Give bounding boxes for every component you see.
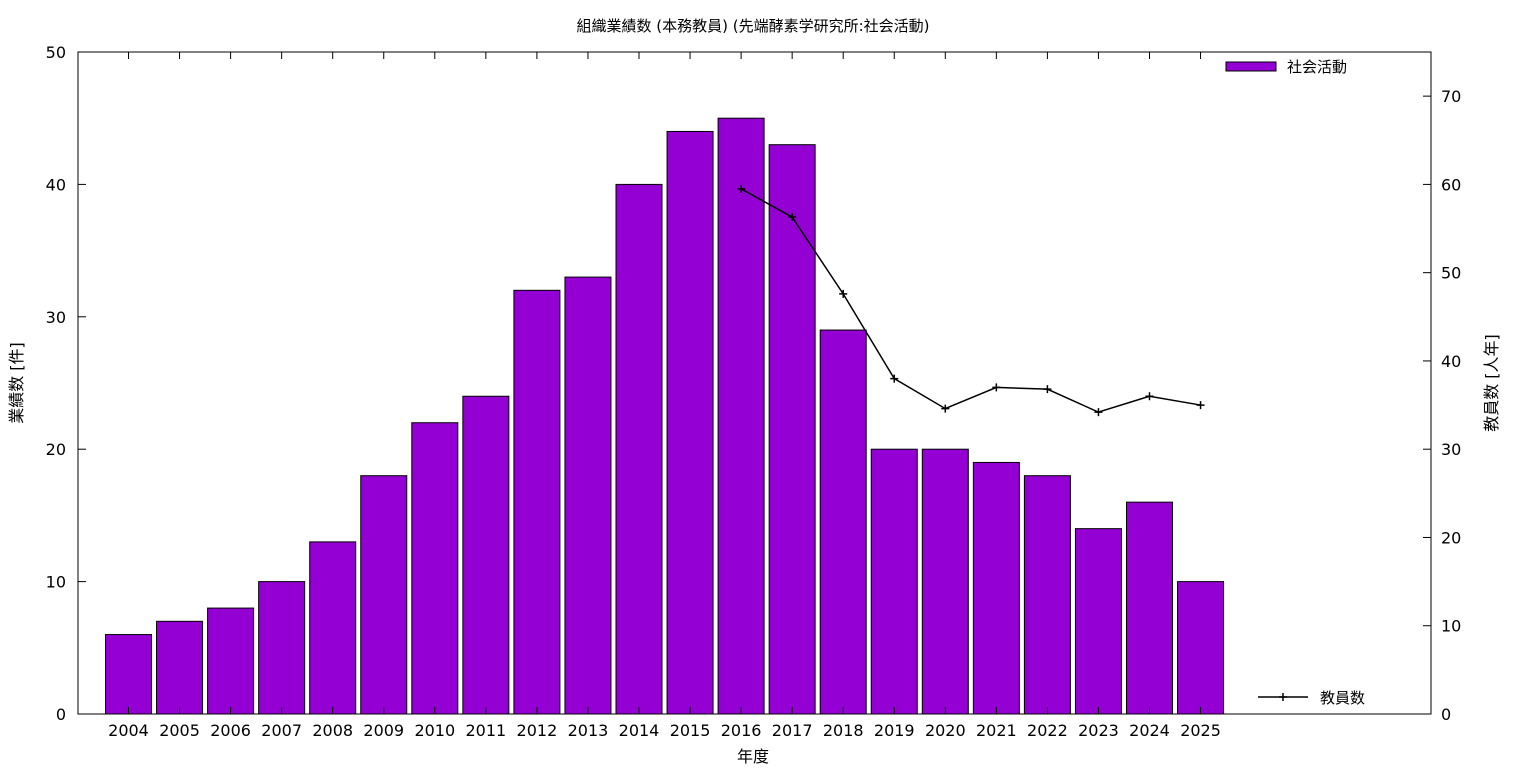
right-tick-label-20: 20 bbox=[1441, 528, 1461, 547]
legend-line-label: 教員数 bbox=[1320, 689, 1365, 707]
x-tick-label-2009: 2009 bbox=[363, 721, 404, 740]
left-tick-label-20: 20 bbox=[46, 440, 66, 459]
bar-2012 bbox=[513, 289, 561, 715]
right-tick-label-30: 30 bbox=[1441, 440, 1461, 459]
x-tick-label-2005: 2005 bbox=[159, 721, 200, 740]
left-tick-label-50: 50 bbox=[46, 43, 66, 62]
left-tick-label-30: 30 bbox=[46, 308, 66, 327]
line-point-2016 bbox=[737, 184, 746, 193]
line-point-2019 bbox=[890, 374, 899, 383]
x-tick-label-2025: 2025 bbox=[1180, 721, 1221, 740]
x-tick-label-2010: 2010 bbox=[414, 721, 455, 740]
bar-2025 bbox=[1177, 581, 1225, 715]
bar-2007 bbox=[258, 581, 306, 715]
legend-line: 教員数 bbox=[1258, 689, 1365, 707]
x-tick-label-2012: 2012 bbox=[517, 721, 558, 740]
x-tick-label-2014: 2014 bbox=[619, 721, 660, 740]
x-tick-label-2019: 2019 bbox=[874, 721, 915, 740]
line-point-2022 bbox=[1043, 385, 1052, 394]
right-tick-label-10: 10 bbox=[1441, 617, 1461, 636]
x-axis: 2004 2005 2006 2007 2008 2009 2010 2011 2012 2013… bbox=[108, 52, 1221, 740]
line-series-path bbox=[740, 188, 1201, 413]
x-tick-label-2023: 2023 bbox=[1078, 721, 1119, 740]
line-point-2018 bbox=[839, 289, 848, 298]
x-tick-label-2022: 2022 bbox=[1027, 721, 1068, 740]
y-axis-label: 業績数 [件] bbox=[7, 342, 26, 424]
right-tick-label-0: 0 bbox=[1441, 705, 1451, 724]
x-tick-label-2013: 2013 bbox=[568, 721, 609, 740]
bar-2004 bbox=[105, 634, 152, 715]
bar-2008 bbox=[309, 541, 357, 715]
right-axis: 0 10 20 30 40 50 60 70 bbox=[1423, 87, 1461, 724]
x-tick-label-2006: 2006 bbox=[210, 721, 251, 740]
chart-title: 組織業績数 (本務教員) (先端酵素学研究所:社会活動) bbox=[576, 17, 929, 35]
x-tick-label-2024: 2024 bbox=[1129, 721, 1170, 740]
legend-bar-swatch bbox=[1225, 61, 1277, 72]
plot-frame bbox=[77, 51, 1432, 715]
x-tick-label-2018: 2018 bbox=[823, 721, 864, 740]
y2-axis-label: 教員数 [人年] bbox=[1482, 334, 1501, 432]
line-series-group bbox=[737, 184, 1205, 417]
bar-2011 bbox=[462, 395, 510, 715]
line-point-2024 bbox=[1145, 392, 1154, 401]
bar-2022 bbox=[1023, 475, 1071, 715]
legend-line-marker bbox=[1279, 693, 1287, 701]
left-tick-label-10: 10 bbox=[46, 573, 66, 592]
right-tick-label-70: 70 bbox=[1441, 87, 1461, 106]
line-point-2023 bbox=[1094, 408, 1103, 417]
bar-2013 bbox=[564, 276, 612, 715]
bar-2015 bbox=[666, 130, 714, 715]
x-tick-label-2020: 2020 bbox=[925, 721, 966, 740]
bar-2021 bbox=[972, 461, 1020, 715]
bar-2024 bbox=[1126, 501, 1173, 715]
bar-2005 bbox=[156, 620, 204, 715]
bar-2016 bbox=[717, 117, 765, 715]
right-tick-label-40: 40 bbox=[1441, 352, 1461, 371]
bars-group bbox=[105, 117, 1225, 715]
bar-2006 bbox=[207, 607, 255, 715]
left-tick-label-40: 40 bbox=[46, 175, 66, 194]
right-tick-label-60: 60 bbox=[1441, 175, 1461, 194]
x-tick-label-2016: 2016 bbox=[721, 721, 762, 740]
x-axis-label: 年度 bbox=[737, 747, 769, 766]
bar-2014 bbox=[615, 183, 663, 715]
line-point-2025 bbox=[1196, 401, 1205, 410]
bar-2020 bbox=[921, 448, 969, 715]
x-tick-label-2021: 2021 bbox=[976, 721, 1017, 740]
bar-2018 bbox=[819, 329, 867, 715]
bar-2017 bbox=[768, 144, 816, 715]
bar-2019 bbox=[870, 448, 918, 715]
left-axis: 0 10 20 30 40 50 bbox=[46, 43, 86, 724]
x-tick-label-2008: 2008 bbox=[312, 721, 353, 740]
x-tick-label-2011: 2011 bbox=[465, 721, 506, 740]
legend-bar: 社会活動 bbox=[1225, 58, 1347, 76]
x-tick-label-2004: 2004 bbox=[108, 721, 149, 740]
bar-2009 bbox=[360, 475, 408, 715]
right-tick-label-50: 50 bbox=[1441, 264, 1461, 283]
line-point-2017 bbox=[788, 213, 797, 222]
line-point-2020 bbox=[941, 404, 950, 413]
line-point-2021 bbox=[992, 383, 1001, 392]
bar-2023 bbox=[1074, 528, 1122, 715]
legend-bar-label: 社会活動 bbox=[1287, 58, 1347, 76]
x-tick-label-2007: 2007 bbox=[261, 721, 302, 740]
left-tick-label-0: 0 bbox=[56, 705, 66, 724]
x-tick-label-2017: 2017 bbox=[772, 721, 813, 740]
bar-2010 bbox=[411, 422, 459, 715]
x-tick-label-2015: 2015 bbox=[670, 721, 711, 740]
